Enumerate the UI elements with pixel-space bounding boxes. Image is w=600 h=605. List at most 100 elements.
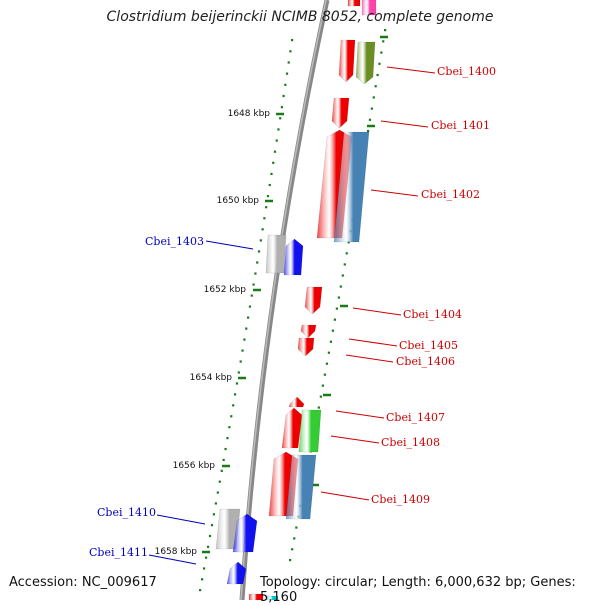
tick-dot	[243, 338, 246, 341]
gene-block-pink-top	[361, 0, 377, 16]
gene-block-cbei-1402b	[333, 131, 370, 243]
gene-block-cbei-1411	[226, 561, 247, 585]
gene-block-cbei-1400a	[338, 39, 356, 83]
tick-dot	[272, 161, 275, 164]
tick-dot	[202, 567, 206, 570]
gene-block-cbei-1408	[298, 409, 322, 453]
tick-dot	[339, 285, 342, 288]
gene-block-cbei-1409b	[285, 454, 317, 520]
tick-dot	[289, 559, 292, 562]
gene-leader-line	[156, 514, 206, 525]
accession-text: Accession: NC_009617	[9, 575, 157, 590]
gene-block-cbei-1405	[300, 324, 317, 339]
tick-dot	[295, 526, 298, 529]
tick-dot	[289, 50, 292, 53]
tick-dot	[230, 415, 233, 418]
tick-dot	[261, 228, 264, 231]
tick-dot	[224, 447, 227, 451]
gene-block-cbei-1410b	[232, 513, 258, 553]
gene-label: Cbei_1407	[386, 411, 445, 424]
tick-dot	[228, 426, 231, 429]
tick-dot	[199, 589, 202, 592]
tick-dot	[331, 329, 334, 332]
gene-leader-line	[148, 554, 197, 565]
tick-dot	[257, 250, 261, 253]
gene-label: Cbei_1402	[421, 188, 480, 201]
tick-dot	[245, 327, 248, 330]
gene-leader-line	[345, 354, 394, 363]
tick-dot	[259, 239, 262, 242]
gene-label: Cbei_1405	[399, 339, 458, 352]
tick-dot	[291, 548, 294, 551]
gene-label: Cbei_1410	[97, 506, 156, 519]
tick-dot	[343, 263, 346, 266]
tick-dot	[333, 318, 336, 321]
tick-dot	[252, 283, 255, 286]
tick-dot	[384, 29, 387, 32]
tick-dot	[317, 406, 320, 409]
gene-block-cbei-1403a	[265, 234, 287, 274]
gene-block-cbei-1401	[331, 97, 350, 129]
genome-title: Clostridium beijerinckii NCIMB 8052, com…	[106, 9, 494, 25]
tick-dot	[374, 85, 377, 88]
tick-dot	[329, 340, 332, 343]
tick-dot	[239, 360, 242, 363]
tick-dot	[263, 217, 266, 220]
gene-label: Cbei_1403	[145, 235, 204, 248]
tick-dot	[254, 272, 257, 275]
gene-leader-line	[386, 66, 436, 74]
gene-leader-line	[352, 307, 402, 316]
tick-dot	[218, 480, 221, 483]
tick-dot	[226, 437, 229, 440]
tick-dot	[265, 206, 268, 209]
tick-dot	[200, 578, 204, 581]
kbp-label: 1658 kbp	[155, 547, 198, 557]
tick-dot	[291, 39, 294, 42]
tick-dot	[270, 172, 273, 176]
gene-block-cbei-1403b	[283, 238, 304, 276]
gene-block-cbei-1400b	[355, 41, 376, 85]
gene-block-cbei-1407a	[288, 396, 305, 408]
tick-dot	[210, 524, 214, 527]
tick-dot	[341, 274, 344, 277]
tick-dot	[275, 139, 278, 142]
tick-dot	[319, 395, 322, 398]
gene-label: Cbei_1404	[403, 308, 462, 321]
tick-dot	[266, 195, 270, 198]
gene-leader-line	[370, 189, 419, 197]
tick-dot	[268, 183, 271, 187]
tick-dot	[212, 513, 216, 516]
tick-dot	[337, 296, 340, 299]
gene-leader-line	[330, 435, 380, 444]
tick-dot	[376, 73, 379, 77]
gene-label: Cbei_1409	[371, 493, 430, 506]
tick-dot	[366, 129, 370, 133]
tick-dot	[214, 502, 217, 505]
gene-block-cbei-1404	[304, 286, 323, 315]
gene-label: Cbei_1406	[396, 355, 455, 368]
gene-leader-line	[348, 338, 398, 347]
tick-dot	[284, 83, 287, 86]
tick-dot	[345, 252, 348, 255]
tick-dot	[256, 261, 259, 264]
gene-label: Cbei_1401	[431, 119, 490, 132]
tick-dot	[372, 96, 375, 99]
tick-dot	[382, 40, 385, 43]
gene-block-bottom	[248, 593, 264, 600]
gene-leader-line	[380, 120, 429, 128]
tick-dot	[380, 51, 383, 54]
gene-block-top	[347, 0, 361, 7]
gene-leader-line	[335, 410, 385, 419]
topology-text: Topology: circular; Length: 6,000,632 bp…	[260, 575, 576, 605]
tick-dot	[378, 62, 381, 65]
tick-dot	[347, 241, 350, 244]
tick-dot	[273, 150, 277, 153]
gene-label: Cbei_1400	[437, 65, 496, 78]
tick-dot	[335, 307, 338, 310]
tick-dot	[325, 362, 328, 365]
tick-dot	[370, 107, 373, 110]
tick-dot	[206, 545, 210, 548]
gene-block-cbei-1407b	[281, 407, 303, 449]
kbp-label: 1654 kbp	[190, 373, 233, 383]
tick-dot	[204, 556, 208, 559]
